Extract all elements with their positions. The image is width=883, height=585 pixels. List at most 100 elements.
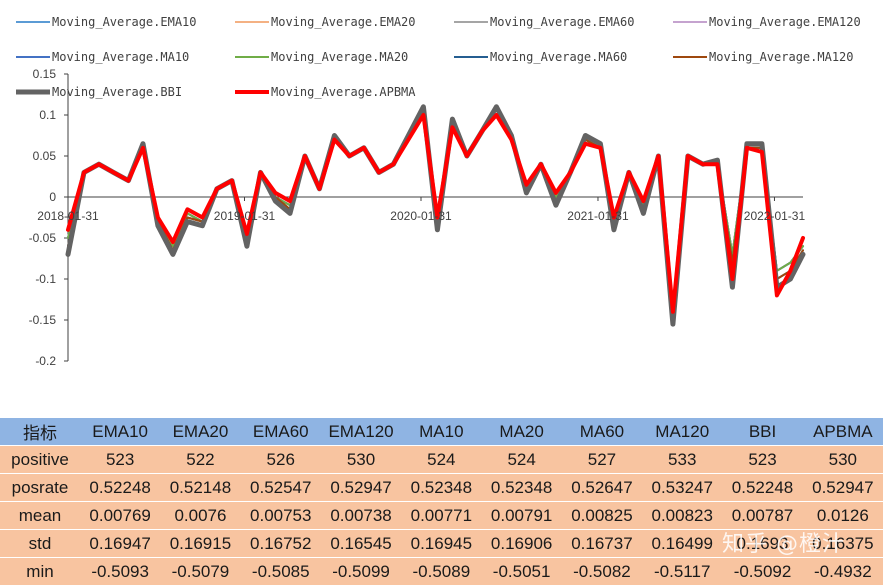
table-cell: -0.5117	[642, 558, 722, 585]
table-cell: -0.5093	[80, 558, 160, 585]
legend-label: Moving_Average.EMA60	[490, 15, 635, 29]
table-cell: 0.52647	[562, 474, 642, 502]
table-cell: 530	[321, 446, 401, 474]
y-tick-label: 0.1	[39, 108, 56, 122]
legend-label: Moving_Average.MA20	[271, 50, 408, 64]
row-label: positive	[0, 446, 80, 474]
legend-label: Moving_Average.MA60	[490, 50, 627, 64]
table-cell: 0.00791	[481, 502, 561, 530]
table-cell: 0.52348	[401, 474, 481, 502]
table-cell: 0.16545	[321, 530, 401, 558]
y-tick-label: -0.05	[29, 231, 57, 245]
legend-item: Moving_Average.APBMA	[235, 85, 416, 99]
line-chart: -0.2-0.15-0.1-0.0500.050.10.152018-01-31…	[0, 0, 883, 418]
table-header-ma10: MA10	[401, 418, 481, 446]
table-cell: -0.5099	[321, 558, 401, 585]
table-cell: 0.16945	[401, 530, 481, 558]
table-cell: 0.16906	[481, 530, 561, 558]
legend-label: Moving_Average.EMA120	[709, 15, 861, 29]
legend-item: Moving_Average.MA20	[235, 50, 408, 64]
table-cell: 0.1693	[722, 530, 802, 558]
legend-item: Moving_Average.EMA120	[673, 15, 861, 29]
table-cell: 530	[803, 446, 883, 474]
table-cell: 526	[241, 446, 321, 474]
legend-item: Moving_Average.MA120	[673, 50, 854, 64]
table-header-ema120: EMA120	[321, 418, 401, 446]
table-cell: 0.52248	[80, 474, 160, 502]
row-label: mean	[0, 502, 80, 530]
table-cell: 0.00787	[722, 502, 802, 530]
table-cell: 522	[160, 446, 240, 474]
table-cell: 0.16375	[803, 530, 883, 558]
table-cell: 0.16947	[80, 530, 160, 558]
table-cell: 0.00769	[80, 502, 160, 530]
legend-label: Moving_Average.MA120	[709, 50, 854, 64]
table-header-ma60: MA60	[562, 418, 642, 446]
table-cell: 0.00738	[321, 502, 401, 530]
x-tick-label: 2022-01-31	[744, 209, 806, 223]
table-cell: 0.52547	[241, 474, 321, 502]
table-cell: 0.52947	[803, 474, 883, 502]
table-cell: 0.52148	[160, 474, 240, 502]
table-cell: 533	[642, 446, 722, 474]
table-cell: 0.16499	[642, 530, 722, 558]
row-label: std	[0, 530, 80, 558]
x-tick-label: 2021-01-31	[567, 209, 629, 223]
table-cell: 0.00823	[642, 502, 722, 530]
table-header-apbma: APBMA	[803, 418, 883, 446]
table-cell: 0.53247	[642, 474, 722, 502]
legend-label: Moving_Average.BBI	[52, 85, 182, 99]
table-cell: -0.5085	[241, 558, 321, 585]
table-cell: 0.00825	[562, 502, 642, 530]
row-label: posrate	[0, 474, 80, 502]
y-tick-label: 0.15	[33, 67, 57, 81]
table-cell: 527	[562, 446, 642, 474]
legend-item: Moving_Average.EMA60	[454, 15, 635, 29]
table-cell: -0.5089	[401, 558, 481, 585]
table-header-ma20: MA20	[481, 418, 561, 446]
table-cell: 0.52348	[481, 474, 561, 502]
table-cell: 0.16915	[160, 530, 240, 558]
legend-label: Moving_Average.MA10	[52, 50, 189, 64]
table-cell: -0.4932	[803, 558, 883, 585]
legend-item: Moving_Average.EMA20	[235, 15, 416, 29]
legend-item: Moving_Average.BBI	[16, 85, 182, 99]
legend-item: Moving_Average.MA60	[454, 50, 627, 64]
table-header-ema20: EMA20	[160, 418, 240, 446]
table-cell: 0.0126	[803, 502, 883, 530]
table-cell: 524	[481, 446, 561, 474]
legend-label: Moving_Average.APBMA	[271, 85, 416, 99]
table-cell: 523	[80, 446, 160, 474]
legend-label: Moving_Average.EMA10	[52, 15, 197, 29]
y-tick-label: -0.15	[29, 313, 57, 327]
table-cell: 523	[722, 446, 802, 474]
table-cell: -0.5079	[160, 558, 240, 585]
row-label: min	[0, 558, 80, 585]
x-tick-label: 2019-01-31	[214, 209, 276, 223]
table-cell: 0.52947	[321, 474, 401, 502]
table-cell: 0.0076	[160, 502, 240, 530]
table-cell: 524	[401, 446, 481, 474]
x-tick-label: 2020-01-31	[390, 209, 452, 223]
table-row: min-0.5093-0.5079-0.5085-0.5099-0.5089-0…	[0, 558, 883, 585]
table-cell: 0.16737	[562, 530, 642, 558]
table-cell: -0.5092	[722, 558, 802, 585]
table-header-ema10: EMA10	[80, 418, 160, 446]
table-cell: 0.16752	[241, 530, 321, 558]
table-cell: 0.00771	[401, 502, 481, 530]
table-header-ema60: EMA60	[241, 418, 321, 446]
table-header-bbi: BBI	[722, 418, 802, 446]
y-tick-label: 0.05	[33, 149, 57, 163]
x-tick-label: 2018-01-31	[37, 209, 99, 223]
table-cell: 0.52248	[722, 474, 802, 502]
y-tick-label: -0.1	[35, 272, 56, 286]
table-cell: -0.5051	[481, 558, 561, 585]
